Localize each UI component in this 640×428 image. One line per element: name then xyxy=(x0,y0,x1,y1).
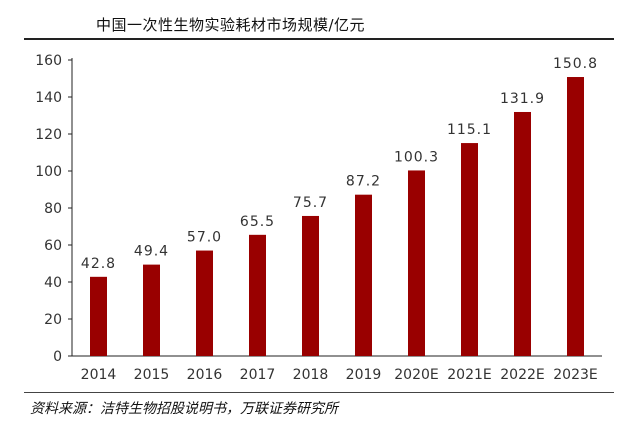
data-label-2022E: 131.9 xyxy=(500,91,545,107)
data-label-2020E: 100.3 xyxy=(394,149,439,165)
x-tick-label-2014: 2014 xyxy=(81,367,117,383)
data-label-2023E: 150.8 xyxy=(553,56,598,72)
x-tick-label-2018: 2018 xyxy=(293,367,329,383)
bar-2014 xyxy=(90,276,107,356)
y-tick-label: 0 xyxy=(53,349,62,365)
bar-2015 xyxy=(143,264,160,356)
y-tick-label: 160 xyxy=(35,53,62,69)
y-tick-label: 140 xyxy=(35,90,62,106)
data-label-2019: 87.2 xyxy=(346,174,381,190)
bar-chart: 0 20 40 60 80 100 120 140 160 42.8 2014 49.4 2015 57.… xyxy=(35,53,602,383)
data-label-2017: 65.5 xyxy=(240,214,275,230)
bar-2022E xyxy=(514,111,531,356)
x-tick-label-2019: 2019 xyxy=(346,367,382,383)
bar-2021E xyxy=(461,143,478,356)
source-note: 资料来源：洁特生物招股说明书，万联证券研究所 xyxy=(30,401,338,417)
data-label-2021E: 115.1 xyxy=(447,122,492,138)
x-tick-label-2023E: 2023E xyxy=(553,367,597,383)
y-tick-label: 120 xyxy=(35,127,62,143)
y-tick-label: 100 xyxy=(35,164,62,180)
x-tick-label-2021E: 2021E xyxy=(447,367,491,383)
y-tick-label: 40 xyxy=(44,275,62,291)
chart-title: 中国一次性生物实验耗材市场规模/亿元 xyxy=(96,16,366,34)
y-tick-label: 20 xyxy=(44,312,62,328)
bar-2016 xyxy=(196,250,213,356)
source-divider xyxy=(24,392,614,393)
y-tick-label: 80 xyxy=(44,201,62,217)
bar-2017 xyxy=(249,234,266,356)
y-tick-label: 60 xyxy=(44,238,62,254)
data-label-2018: 75.7 xyxy=(293,195,328,211)
x-tick-label-2017: 2017 xyxy=(240,367,276,383)
x-tick-label-2020E: 2020E xyxy=(394,367,438,383)
bar-2023E xyxy=(567,77,584,357)
bar-2018 xyxy=(302,215,319,356)
data-label-2015: 49.4 xyxy=(134,244,169,260)
data-label-2016: 57.0 xyxy=(187,230,222,246)
bar-2020E xyxy=(408,170,425,356)
data-label-2014: 42.8 xyxy=(81,256,116,272)
x-tick-label-2022E: 2022E xyxy=(500,367,544,383)
title-divider xyxy=(24,38,614,40)
x-tick-label-2016: 2016 xyxy=(187,367,223,383)
bar-2019 xyxy=(355,194,372,356)
x-tick-label-2015: 2015 xyxy=(134,367,170,383)
